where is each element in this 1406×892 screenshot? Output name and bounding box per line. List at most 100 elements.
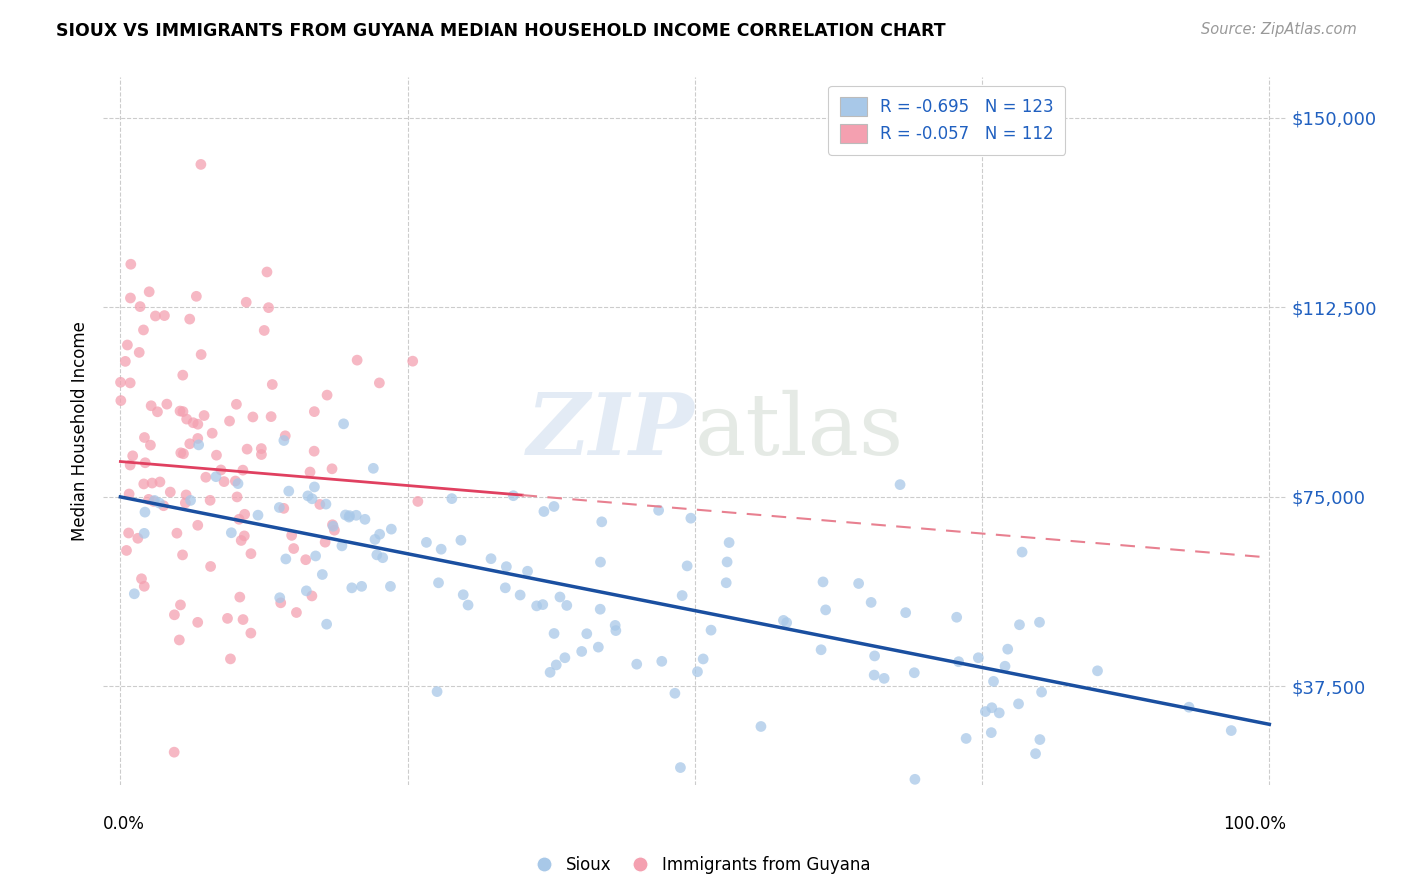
Text: 0.0%: 0.0% [103,815,145,833]
Point [127,531,149,545]
Point [250,448,273,462]
Point [495,559,517,574]
Point [304,549,326,563]
Point [548,590,571,604]
Point [1178,700,1201,714]
Point [605,624,627,638]
Point [533,504,555,518]
Point [494,581,516,595]
Point [1220,723,1243,738]
Point [169,404,191,418]
Point [415,535,437,549]
Point [339,508,361,523]
Point [128,345,150,359]
Point [350,579,373,593]
Point [509,588,531,602]
Point [153,309,176,323]
Point [139,438,162,452]
Point [205,469,228,483]
Point [676,558,699,573]
Point [647,503,669,517]
Point [224,474,246,488]
Point [354,512,377,526]
Point [274,552,297,566]
Point [591,515,613,529]
Point [233,508,256,522]
Point [143,493,166,508]
Point [308,497,330,511]
Point [193,409,215,423]
Point [131,572,153,586]
Point [297,489,319,503]
Point [187,615,209,630]
Y-axis label: Median Household Income: Median Household Income [72,321,89,541]
Point [118,487,141,501]
Point [163,745,186,759]
Point [502,489,524,503]
Point [242,409,264,424]
Point [543,626,565,640]
Point [810,642,832,657]
Text: ZIP: ZIP [527,390,695,473]
Point [860,595,883,609]
Point [988,706,1011,720]
Point [269,500,291,515]
Point [716,555,738,569]
Point [718,535,741,549]
Point [285,606,308,620]
Point [775,615,797,630]
Point [337,510,360,524]
Point [198,493,221,508]
Point [427,575,450,590]
Point [186,289,208,303]
Point [848,576,870,591]
Point [117,526,139,541]
Point [588,640,610,654]
Point [873,672,896,686]
Point [1031,685,1053,699]
Point [889,477,911,491]
Point [1025,747,1047,761]
Point [134,505,156,519]
Point [904,772,927,787]
Point [363,461,385,475]
Point [146,405,169,419]
Point [903,665,925,680]
Point [134,430,156,444]
Point [316,388,339,402]
Point [181,416,204,430]
Point [368,376,391,390]
Point [457,598,479,612]
Point [664,686,686,700]
Point [172,368,194,383]
Point [671,589,693,603]
Point [1087,664,1109,678]
Point [217,611,239,625]
Point [479,551,502,566]
Point [212,475,235,489]
Point [180,493,202,508]
Point [134,579,156,593]
Point [531,598,554,612]
Point [332,417,354,431]
Point [179,312,201,326]
Point [170,446,193,460]
Point [364,533,387,547]
Point [141,476,163,491]
Point [273,434,295,448]
Point [120,257,142,271]
Legend: R = -0.695   N = 123, R = -0.057   N = 112: R = -0.695 N = 123, R = -0.057 N = 112 [828,86,1066,155]
Point [163,607,186,622]
Point [315,617,337,632]
Point [134,456,156,470]
Point [314,535,336,549]
Point [340,581,363,595]
Point [110,376,132,390]
Point [120,291,142,305]
Point [132,323,155,337]
Point [174,496,197,510]
Point [669,760,692,774]
Point [980,700,1002,714]
Point [280,528,302,542]
Point [225,397,247,411]
